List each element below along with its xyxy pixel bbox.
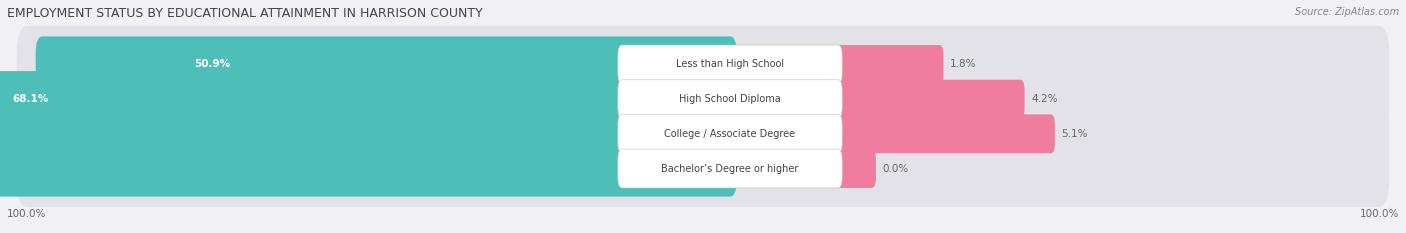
Text: 68.1%: 68.1% bbox=[13, 94, 49, 104]
FancyBboxPatch shape bbox=[0, 71, 737, 127]
FancyBboxPatch shape bbox=[17, 130, 1389, 207]
Text: 100.0%: 100.0% bbox=[7, 209, 46, 219]
FancyBboxPatch shape bbox=[834, 80, 1025, 119]
Text: 0.0%: 0.0% bbox=[883, 164, 908, 174]
FancyBboxPatch shape bbox=[17, 26, 1389, 103]
FancyBboxPatch shape bbox=[17, 95, 1389, 172]
FancyBboxPatch shape bbox=[834, 114, 1054, 153]
FancyBboxPatch shape bbox=[617, 45, 842, 84]
Text: Source: ZipAtlas.com: Source: ZipAtlas.com bbox=[1295, 7, 1399, 17]
FancyBboxPatch shape bbox=[0, 140, 737, 197]
Text: EMPLOYMENT STATUS BY EDUCATIONAL ATTAINMENT IN HARRISON COUNTY: EMPLOYMENT STATUS BY EDUCATIONAL ATTAINM… bbox=[7, 7, 482, 20]
Text: 4.2%: 4.2% bbox=[1031, 94, 1057, 104]
FancyBboxPatch shape bbox=[0, 106, 737, 162]
FancyBboxPatch shape bbox=[17, 61, 1389, 138]
FancyBboxPatch shape bbox=[617, 114, 842, 153]
FancyBboxPatch shape bbox=[35, 36, 737, 93]
Text: Bachelor’s Degree or higher: Bachelor’s Degree or higher bbox=[661, 164, 799, 174]
Text: High School Diploma: High School Diploma bbox=[679, 94, 780, 104]
FancyBboxPatch shape bbox=[617, 80, 842, 119]
FancyBboxPatch shape bbox=[834, 149, 876, 188]
FancyBboxPatch shape bbox=[834, 45, 943, 84]
FancyBboxPatch shape bbox=[617, 149, 842, 188]
Text: Less than High School: Less than High School bbox=[676, 59, 785, 69]
Text: 50.9%: 50.9% bbox=[194, 59, 229, 69]
Text: 100.0%: 100.0% bbox=[1360, 209, 1399, 219]
Text: College / Associate Degree: College / Associate Degree bbox=[665, 129, 796, 139]
Text: 5.1%: 5.1% bbox=[1062, 129, 1088, 139]
Text: 1.8%: 1.8% bbox=[950, 59, 977, 69]
